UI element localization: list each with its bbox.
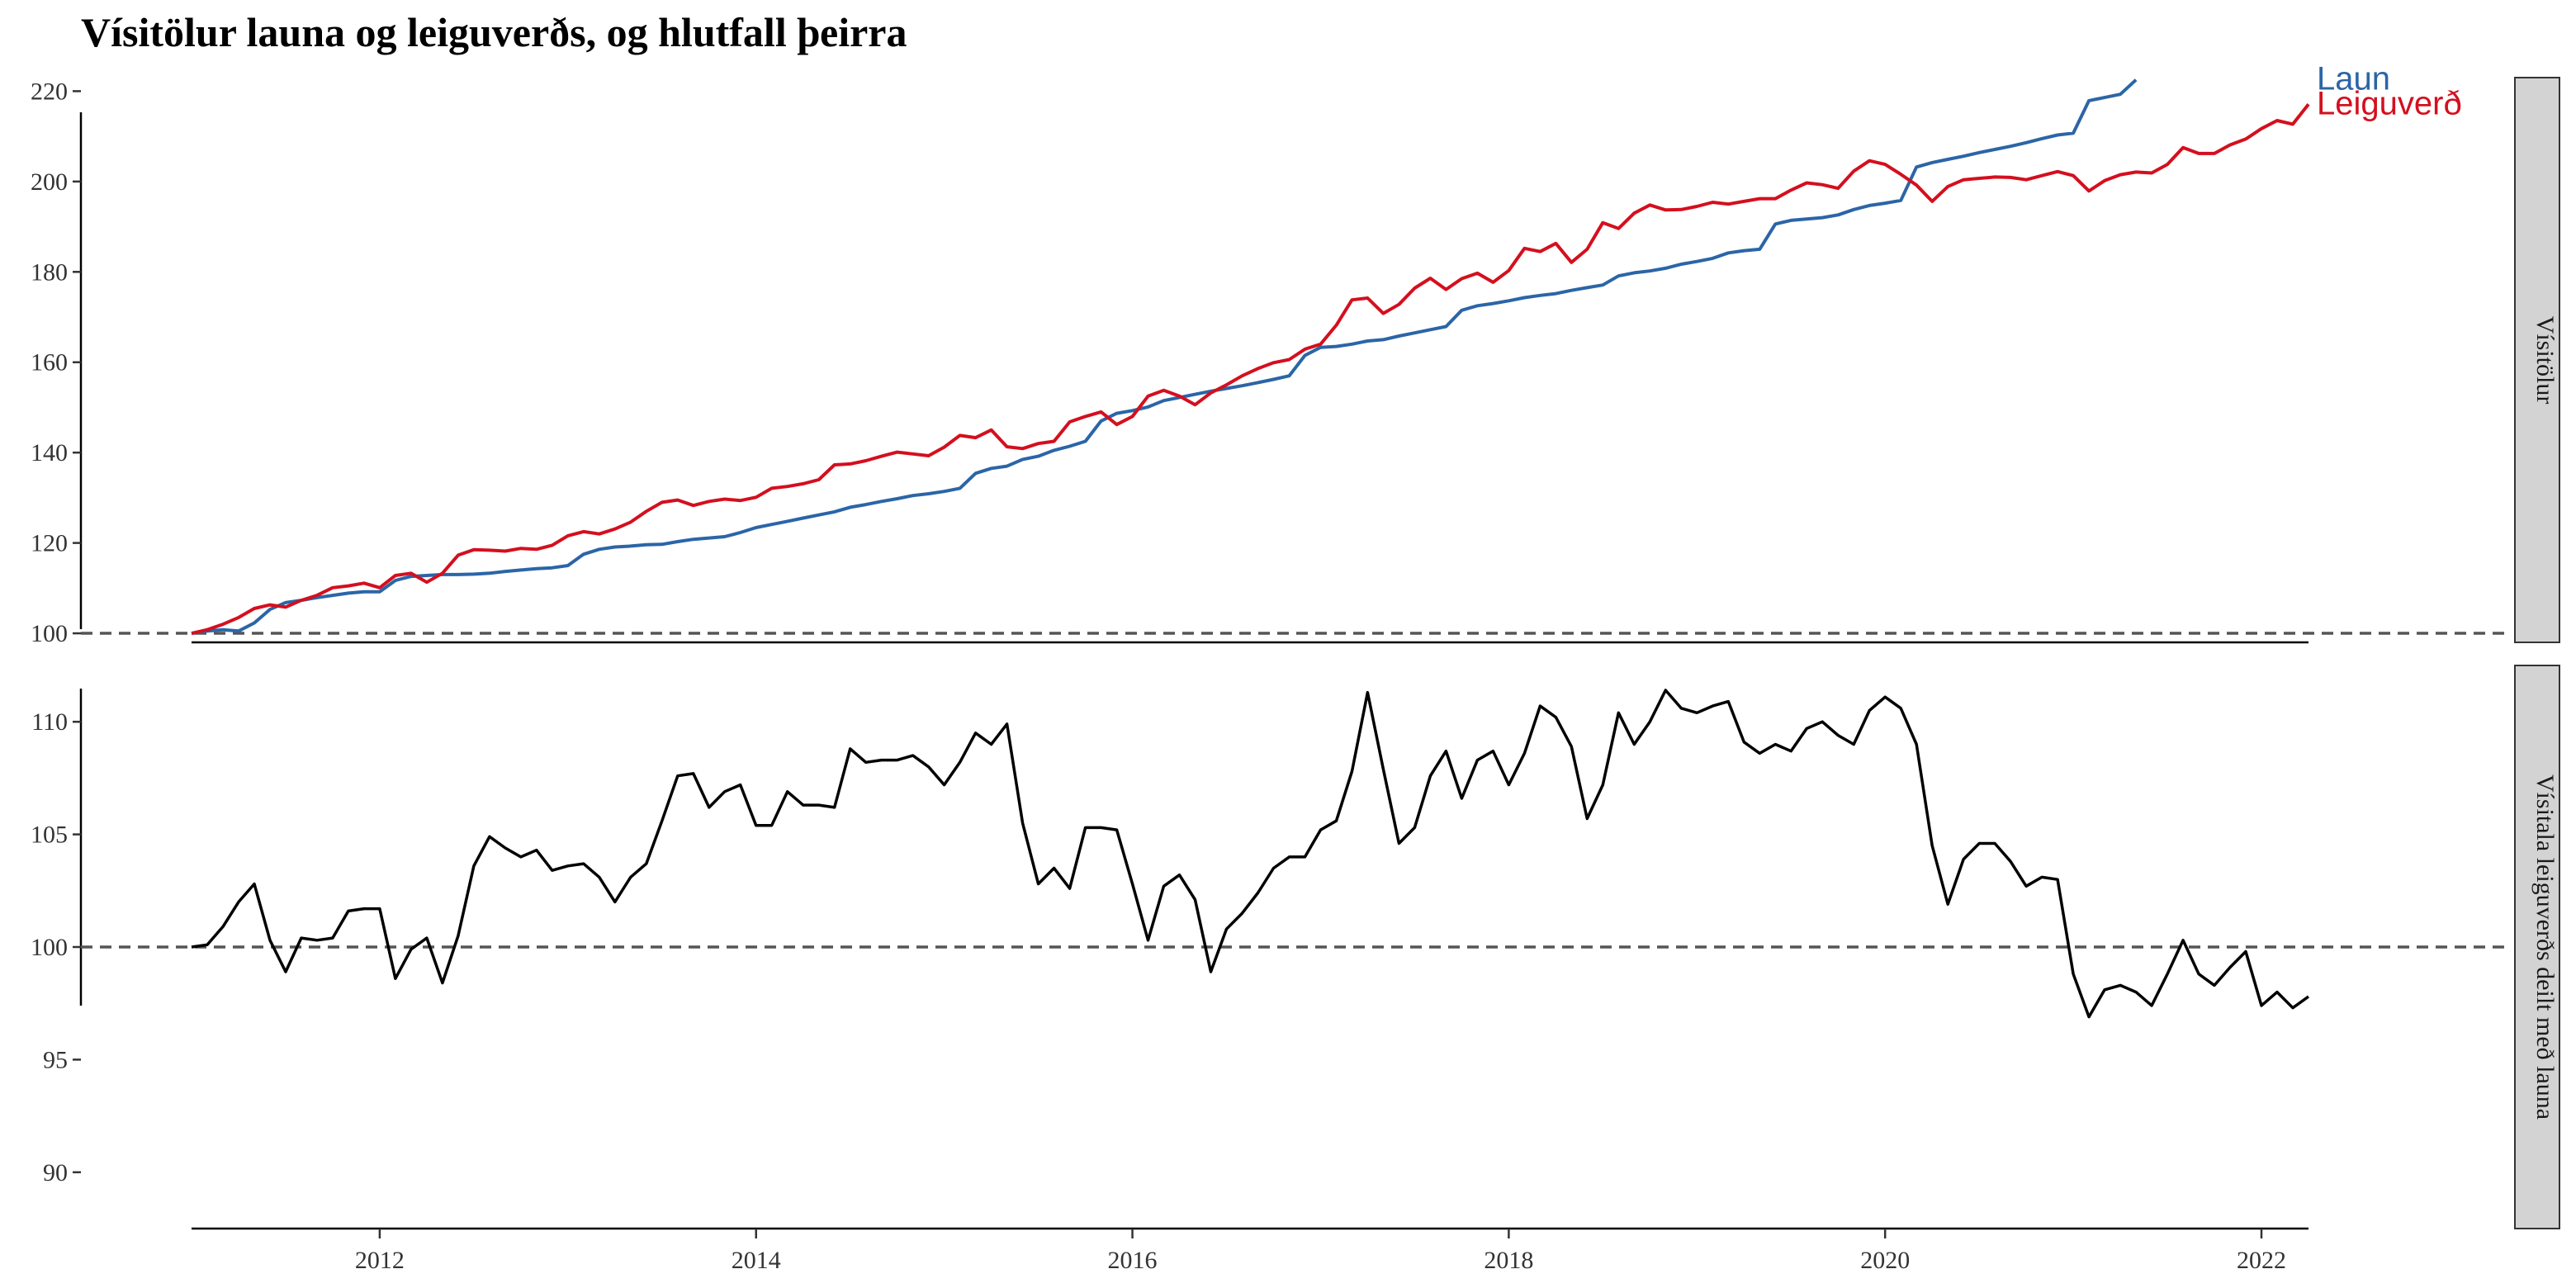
strip-background-top [2514,77,2560,643]
x-tick-label: 2018 [1484,1247,1533,1274]
strip-background-bottom [2514,665,2560,1229]
series-line-laun [191,78,2138,636]
y-axis-indices: 100 120 140 160 180 200 220 [31,78,83,647]
strip-label-ratio: Vísitala leiguverðs deilt með launa [2531,774,2559,1120]
y-tick-label: 105 [31,822,68,849]
y-tick-label: 140 [31,439,68,466]
x-tick-label: 2014 [732,1247,781,1274]
y-tick-label: 220 [31,78,68,105]
series-indices [191,78,2310,636]
y-tick-label: 160 [31,349,68,376]
y-axis-ratio: 90 95 100 105 110 [31,689,83,1186]
x-tick-label: 2022 [2237,1247,2286,1274]
y-tick-label: 95 [43,1046,68,1073]
x-tick-label: 2012 [355,1247,405,1274]
chart-title: Vísitölur launa og leiguverðs, og hlutfa… [81,9,907,55]
strip-label-indices: Vísitölur [2531,316,2559,405]
strip-ratio: Vísitala leiguverðs deilt með launa [2514,665,2560,1229]
y-tick-label: 180 [31,258,68,286]
panel-indices: 100 120 140 160 180 200 220 Laun Leiguverð Vís… [31,61,2560,647]
legend-label-laun: Laun [2317,61,2390,97]
series-line-ratio [191,689,2310,1019]
y-tick-label: 110 [31,708,68,736]
legend-label-leiguverd: Leiguverð [2317,85,2462,121]
x-tick-label: 2016 [1108,1247,1158,1274]
panel-ratio: 90 95 100 105 110 2012 2014 2016 2018 2020 2022 V… [31,665,2560,1274]
y-tick-label: 200 [31,168,68,196]
y-tick-label: 100 [31,620,68,647]
series-line-leiguver [191,103,2310,636]
y-tick-label: 90 [43,1159,68,1186]
y-tick-label: 120 [31,530,68,557]
x-tick-label: 2020 [1860,1247,1910,1274]
series-ratio [191,689,2310,1019]
strip-indices: Vísitölur [2514,77,2560,643]
y-tick-label: 100 [31,934,68,961]
x-axis-ticks: 2012 2014 2016 2018 2020 2022 [355,1229,2286,1274]
